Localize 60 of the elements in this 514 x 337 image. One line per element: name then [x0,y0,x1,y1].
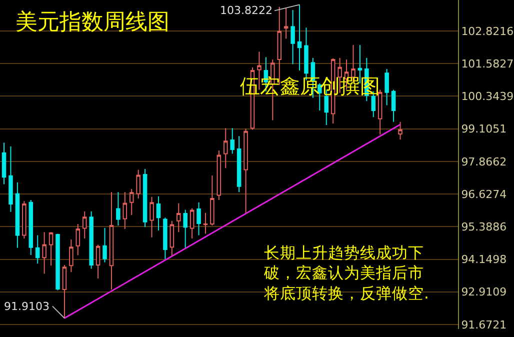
candlestick [102,227,107,263]
candlestick [150,196,154,238]
y-tick-label: 91.6721 [461,318,507,332]
candlestick [42,232,46,274]
candlestick [22,200,26,239]
candlestick [122,192,128,230]
candlestick [224,128,228,169]
candlestick [28,200,34,256]
candlestick [190,208,194,239]
candlestick [277,6,282,86]
candlestick [284,8,288,40]
candlestick [170,220,174,257]
text: 美元指数周线图 [15,10,170,35]
candlestick [163,217,168,260]
y-tick-label: 95.3886 [461,220,507,234]
annotation: 91.9103 [4,300,50,313]
candlestick [56,233,60,291]
candlestick [391,89,396,122]
y-tick-label: 92.9109 [461,286,507,299]
candlestick [196,202,201,236]
candlestick [136,169,140,199]
candlestick [96,244,100,279]
candlestick [398,121,402,140]
annotation: 103.8222 [220,4,272,17]
candlestick [89,210,94,270]
candlestick [15,182,20,248]
y-tick-label: 94.1498 [461,253,507,266]
candlestick [82,210,87,239]
candlestick [244,128,248,214]
y-tick-label: 100.3439 [461,90,514,104]
candlestick [69,239,74,273]
candlestick [116,192,120,226]
candlestick [142,168,148,228]
candlestick [183,209,188,250]
candlestick [129,188,134,216]
y-tick-label: 101.5827 [461,57,514,70]
candlestick [176,202,181,233]
candlestick [203,212,208,234]
annotation: 长期上升趋势线成功下破，宏鑫认为美指后市将底顶转换，反弹做空. [263,244,429,302]
candlestick [216,150,222,201]
candlestick [230,128,234,154]
candlestick [378,89,382,135]
candlestick [297,4,302,72]
candlestick [290,10,295,65]
candlestick [35,234,40,264]
y-tick-label: 97.8662 [461,155,507,168]
candlestick [2,142,6,185]
candlestick [48,232,54,266]
candlestick [156,196,161,232]
candlestick [76,223,80,256]
candlestick [109,192,114,290]
y-tick-label: 99.1051 [461,122,507,136]
candlestick [8,146,13,212]
candlestick [236,136,242,193]
y-tick-label: 102.8216 [461,24,514,38]
y-tick-label: 96.6274 [461,188,507,201]
candlestick [62,264,67,319]
candlestick [358,44,362,84]
candlestick [210,175,214,226]
candlestick [384,68,389,106]
